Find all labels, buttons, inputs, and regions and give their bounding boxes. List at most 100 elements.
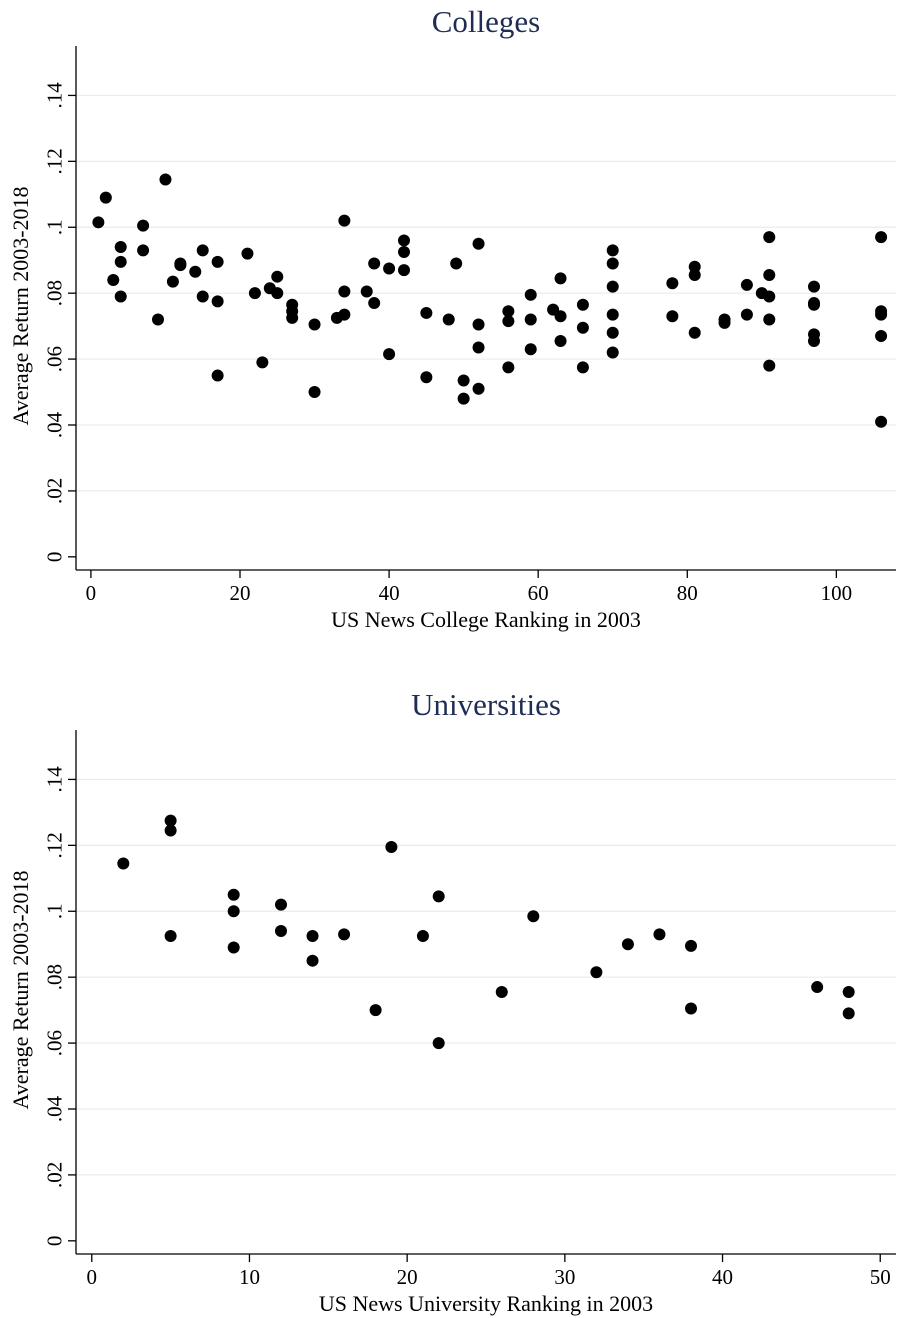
y-tick-label: .14 xyxy=(42,82,66,109)
data-point xyxy=(114,241,127,254)
y-tick-label: .12 xyxy=(42,832,66,858)
data-point xyxy=(152,313,164,326)
data-point xyxy=(241,247,254,260)
data-point xyxy=(718,316,731,329)
y-tick-label: .08 xyxy=(42,964,66,990)
x-axis-label: US News University Ranking in 2003 xyxy=(319,1291,653,1316)
data-point xyxy=(688,269,701,282)
data-point xyxy=(472,237,485,250)
data-point xyxy=(338,308,351,321)
data-point xyxy=(442,313,455,326)
data-point xyxy=(527,910,540,923)
data-point xyxy=(502,315,515,328)
data-point xyxy=(159,173,172,186)
data-point xyxy=(432,1037,445,1050)
data-point xyxy=(248,287,261,300)
x-tick-label: 100 xyxy=(821,581,853,605)
data-point xyxy=(666,277,679,290)
y-tick-label: .06 xyxy=(42,346,66,372)
data-point xyxy=(685,939,697,952)
y-tick-label: .06 xyxy=(42,1030,66,1056)
data-point xyxy=(606,257,619,270)
y-tick-label: .04 xyxy=(42,411,66,438)
data-point xyxy=(227,888,240,901)
data-point xyxy=(385,840,398,853)
x-tick-label: 20 xyxy=(397,1265,418,1289)
data-point xyxy=(117,857,130,870)
data-point xyxy=(275,898,287,911)
data-points xyxy=(92,173,888,428)
data-point xyxy=(763,269,776,282)
x-tick-label: 10 xyxy=(239,1265,260,1289)
data-point xyxy=(606,280,619,293)
data-point xyxy=(398,245,410,258)
data-point xyxy=(590,966,603,979)
data-point xyxy=(99,191,112,204)
y-tick-label: .02 xyxy=(42,478,66,504)
data-point xyxy=(196,290,209,303)
data-point xyxy=(554,272,567,285)
data-point xyxy=(740,308,753,321)
y-ticks: 0 .02 .04 .06 .08 .1 .12 .14 xyxy=(42,766,76,1246)
data-point xyxy=(166,275,179,288)
data-point xyxy=(420,371,433,384)
data-point xyxy=(369,1004,382,1017)
axes xyxy=(75,730,896,1255)
universities-panel: Universities 0 .02 .04 .06 .08 .1 .12 .14 0 10 20… xyxy=(8,687,896,1316)
data-points xyxy=(117,814,855,1050)
data-point xyxy=(606,326,619,339)
data-point xyxy=(457,374,470,387)
chart-title: Colleges xyxy=(432,4,541,39)
data-point xyxy=(189,265,202,278)
data-point xyxy=(875,415,888,428)
data-point xyxy=(275,925,287,938)
data-point xyxy=(308,318,321,331)
data-point xyxy=(164,929,177,942)
data-point xyxy=(137,244,150,257)
data-point xyxy=(92,216,105,229)
data-point xyxy=(502,361,515,374)
data-point xyxy=(286,311,299,324)
data-point xyxy=(524,288,537,301)
data-point xyxy=(107,273,120,286)
data-point xyxy=(808,280,820,293)
y-tick-label: .02 xyxy=(42,1162,66,1188)
data-point xyxy=(211,255,224,268)
data-point xyxy=(256,356,269,369)
data-point xyxy=(338,928,351,941)
x-tick-label: 80 xyxy=(677,581,698,605)
x-ticks: 0 20 40 60 80 100 xyxy=(86,570,852,605)
data-point xyxy=(875,231,888,244)
data-point xyxy=(114,290,127,303)
data-point xyxy=(808,298,820,311)
data-point xyxy=(383,348,396,361)
data-point xyxy=(211,295,224,308)
data-point xyxy=(688,326,701,339)
data-point xyxy=(808,334,820,347)
y-tick-label: 0 xyxy=(42,1236,66,1247)
data-point xyxy=(472,318,485,331)
x-tick-label: 40 xyxy=(712,1265,733,1289)
x-ticks: 0 10 20 30 40 50 xyxy=(87,1254,891,1289)
colleges-panel: Colleges 0 .02 .04 .06 .08 .1 .12 .14 0 20 40 60 80… xyxy=(8,4,896,632)
data-point xyxy=(842,986,855,998)
data-point xyxy=(450,257,463,270)
data-point xyxy=(554,310,567,323)
data-point xyxy=(227,905,240,918)
data-point xyxy=(524,343,537,356)
data-point xyxy=(554,334,567,347)
data-point xyxy=(576,298,589,311)
data-point xyxy=(383,262,396,275)
data-point xyxy=(763,313,776,326)
data-point xyxy=(740,278,753,291)
data-point xyxy=(398,234,410,247)
data-point xyxy=(524,313,537,326)
data-point xyxy=(457,392,470,405)
data-point xyxy=(174,257,187,270)
data-point xyxy=(875,330,888,343)
x-tick-label: 30 xyxy=(554,1265,575,1289)
data-point xyxy=(576,321,589,334)
data-point xyxy=(576,361,589,374)
data-point xyxy=(472,382,485,395)
